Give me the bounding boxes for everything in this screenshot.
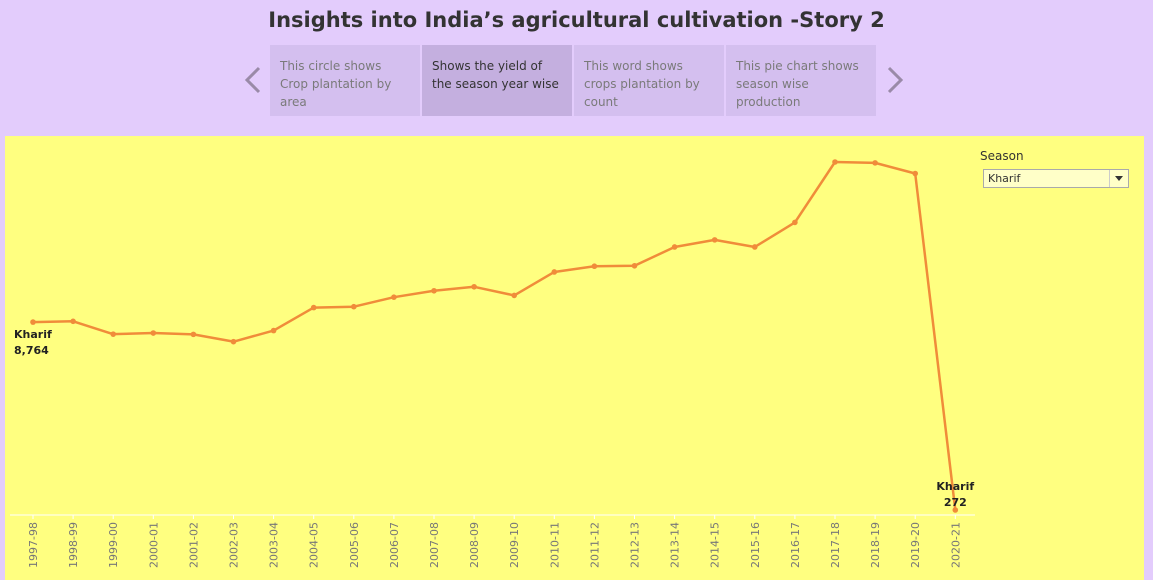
data-point[interactable] [70, 318, 76, 325]
x-tick-label: 2012-13 [629, 522, 642, 568]
x-tick-label: 2019-20 [909, 522, 922, 568]
next-story-point-button[interactable] [880, 60, 910, 100]
story-point-crop-area[interactable]: This circle shows Crop plantation by are… [270, 45, 420, 116]
x-tick-label: 2004-05 [308, 522, 321, 568]
story-point-season-production[interactable]: This pie chart shows season wise product… [726, 45, 876, 116]
x-tick-label: 2018-19 [869, 522, 882, 568]
x-tick-label: 2020-21 [949, 522, 962, 568]
x-tick-label: 2008-09 [468, 522, 481, 568]
data-point[interactable] [872, 160, 878, 166]
x-tick-label: 1997-98 [27, 522, 40, 568]
data-point[interactable] [511, 292, 517, 299]
x-tick-label: 2015-16 [749, 522, 762, 568]
dashboard-area: 1997-98 1998-99 1999-00 2000-01 2001-02 2002-… [5, 136, 1144, 580]
x-tick-label: 1998-99 [67, 522, 80, 568]
story-point-season-yield[interactable]: Shows the yield of the season year wise [422, 45, 572, 116]
x-tick-label: 2010-11 [548, 522, 561, 568]
data-point[interactable] [270, 327, 277, 334]
data-point[interactable] [471, 283, 477, 290]
data-point[interactable] [150, 330, 157, 336]
data-point[interactable] [671, 244, 678, 250]
data-point[interactable] [631, 262, 638, 269]
data-point[interactable] [551, 269, 558, 275]
caret-down-icon[interactable] [1109, 170, 1128, 187]
story-points-navigator: This circle shows Crop plantation by are… [270, 45, 876, 116]
previous-story-point-button[interactable] [238, 60, 268, 100]
data-label-value: 8,764 [14, 344, 49, 357]
data-point[interactable] [832, 159, 838, 165]
x-tick-label: 2006-07 [388, 522, 401, 568]
data-point[interactable] [310, 304, 317, 311]
x-tick-label: 2013-14 [669, 522, 682, 568]
data-labels: Kharif 8,764 Kharif 272 [14, 328, 974, 509]
x-tick-label: 2005-06 [348, 522, 361, 568]
yield-line-chart: 1997-98 1998-99 1999-00 2000-01 2001-02 2002-… [10, 159, 975, 568]
data-point[interactable] [952, 507, 959, 513]
data-point[interactable] [591, 263, 598, 270]
x-tick-label: 2014-15 [709, 522, 722, 568]
x-tick-label: 2007-08 [428, 522, 441, 568]
data-point[interactable] [190, 331, 197, 338]
data-point[interactable] [792, 219, 798, 226]
data-point[interactable] [110, 331, 116, 337]
data-point[interactable] [351, 303, 357, 310]
data-point[interactable] [912, 170, 918, 177]
x-axis-ticks: 1997-98 1998-99 1999-00 2000-01 2001-02 2002-… [27, 515, 962, 568]
x-tick-label: 2011-12 [588, 522, 601, 568]
data-label-series: Kharif [936, 480, 974, 493]
data-label-value: 272 [944, 496, 967, 509]
season-filter-label: Season [980, 149, 1024, 163]
x-tick-label: 1999-00 [107, 522, 120, 568]
chevron-right-icon [887, 66, 904, 94]
x-tick-label: 2009-10 [508, 522, 521, 568]
data-point[interactable] [711, 237, 718, 243]
data-point[interactable] [431, 287, 437, 294]
data-label-series: Kharif [14, 328, 52, 341]
x-tick-label: 2017-18 [829, 522, 842, 568]
story-point-crop-count[interactable]: This word shows crops plantation by coun… [574, 45, 724, 116]
x-tick-label: 2000-01 [147, 522, 160, 568]
season-dropdown[interactable]: Kharif [983, 169, 1129, 188]
season-dropdown-value: Kharif [988, 172, 1021, 185]
chevron-left-icon [244, 66, 261, 94]
series-line-kharif [32, 160, 957, 511]
x-tick-label: 2001-02 [187, 522, 200, 568]
data-point[interactable] [391, 294, 397, 300]
story-title: Insights into India’s agricultural culti… [268, 8, 885, 32]
data-point[interactable] [752, 244, 758, 250]
data-point[interactable] [230, 338, 237, 345]
series-layer [30, 159, 959, 513]
x-tick-label: 2003-04 [268, 522, 281, 568]
x-tick-label: 2016-17 [789, 522, 802, 568]
data-point[interactable] [30, 319, 36, 325]
x-tick-label: 2002-03 [228, 522, 241, 568]
